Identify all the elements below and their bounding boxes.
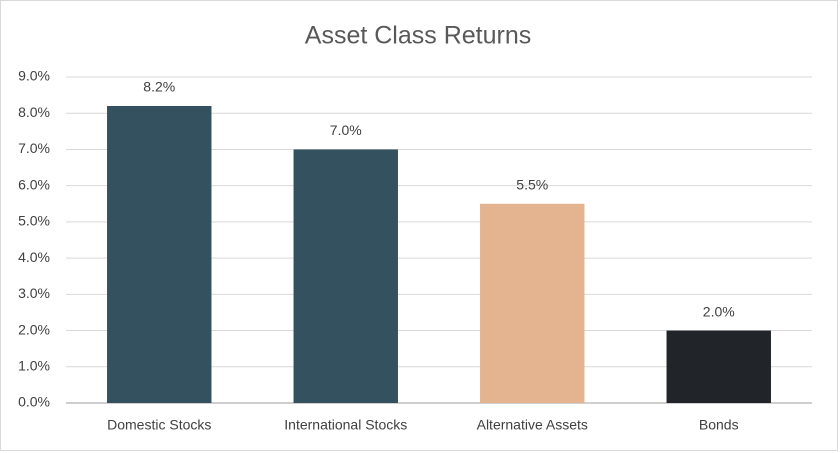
chart-title: Asset Class Returns [305,22,531,50]
x-tick-label: International Stocks [284,417,407,433]
y-tick-label: 6.0% [18,176,50,192]
x-tick-label: Bonds [699,417,739,433]
x-tick-label: Domestic Stocks [107,417,211,433]
data-label: 7.0% [330,122,362,138]
bar [480,203,585,403]
data-label: 2.0% [703,303,735,319]
y-tick-label: 0.0% [18,394,50,410]
data-label: 5.5% [516,176,548,192]
bar [293,149,398,403]
y-tick-label: 7.0% [18,140,50,156]
y-tick-label: 5.0% [18,213,50,229]
y-tick-label: 1.0% [18,357,50,373]
y-tick-label: 2.0% [18,321,50,337]
y-tick-label: 8.0% [18,104,50,120]
y-tick-label: 4.0% [18,249,50,265]
bar [666,330,771,403]
y-tick-label: 3.0% [18,285,50,301]
data-label: 8.2% [143,79,175,95]
x-tick-label: Alternative Assets [477,417,588,433]
bar [107,105,212,403]
y-tick-label: 9.0% [18,68,50,84]
